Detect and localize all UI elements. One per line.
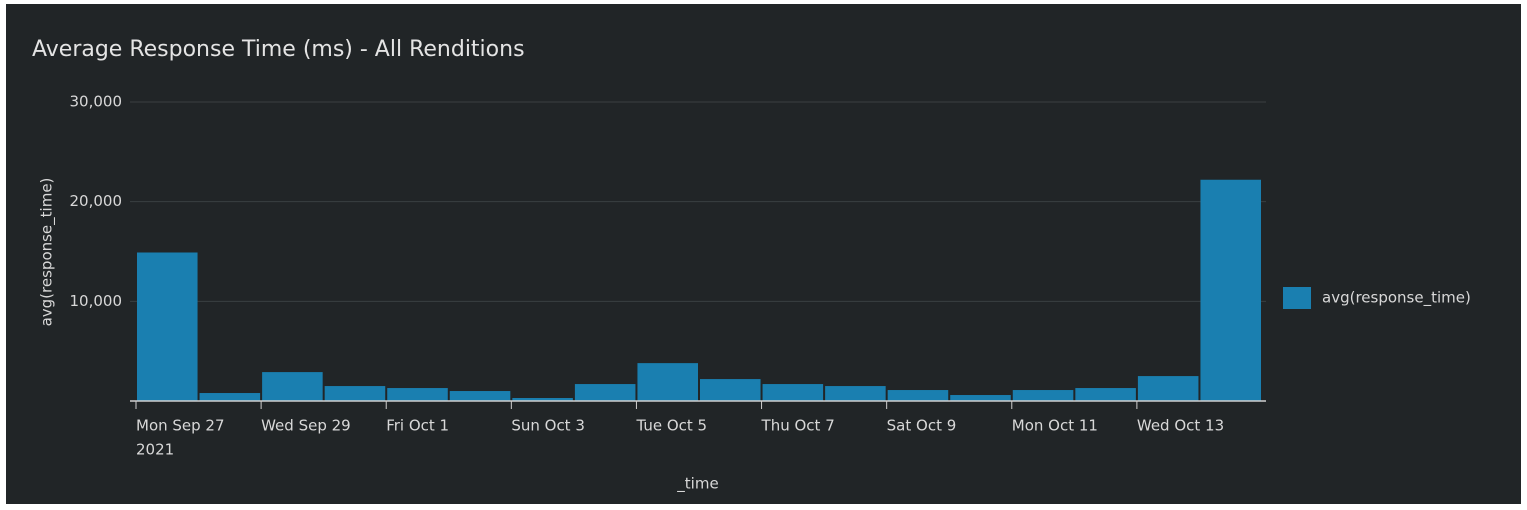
x-axis-title: _time	[676, 475, 718, 494]
bar	[387, 388, 448, 401]
panel	[6, 4, 1521, 504]
bar	[950, 395, 1011, 401]
y-tick-label: 30,000	[70, 93, 123, 111]
bar	[512, 398, 573, 401]
bar	[1012, 390, 1074, 401]
bar	[762, 384, 824, 401]
legend-label: avg(response_time)	[1322, 289, 1471, 308]
bar	[887, 390, 949, 401]
x-tick-label: Tue Oct 5	[635, 417, 707, 435]
bar	[449, 391, 511, 401]
y-tick-label: 10,000	[70, 292, 123, 310]
x-tick-label: Fri Oct 1	[386, 417, 449, 435]
x-tick-label: Wed Oct 13	[1137, 417, 1224, 435]
x-tick-label: Thu Oct 7	[761, 417, 835, 435]
bar	[324, 386, 386, 401]
x-tick-label: Mon Oct 11	[1012, 417, 1098, 435]
bar	[574, 384, 636, 401]
bar	[262, 372, 323, 401]
bar	[137, 252, 198, 401]
chart-title: Average Response Time (ms) - All Renditi…	[32, 37, 525, 62]
x-tick-year: 2021	[136, 441, 174, 459]
bar	[700, 379, 761, 401]
bar	[1200, 179, 1261, 401]
y-axis-title: avg(response_time)	[38, 178, 57, 327]
bar	[637, 363, 698, 401]
legend-swatch	[1283, 287, 1311, 309]
x-tick-label: Mon Sep 27	[136, 417, 225, 435]
bar	[199, 393, 261, 401]
x-tick-label: Sat Oct 9	[887, 417, 957, 435]
x-tick-label: Sun Oct 3	[511, 417, 585, 435]
x-tick-label: Wed Sep 29	[261, 417, 351, 435]
bar	[1137, 376, 1199, 401]
bar	[825, 386, 886, 401]
y-tick-label: 20,000	[70, 192, 123, 210]
bar	[1075, 388, 1136, 401]
